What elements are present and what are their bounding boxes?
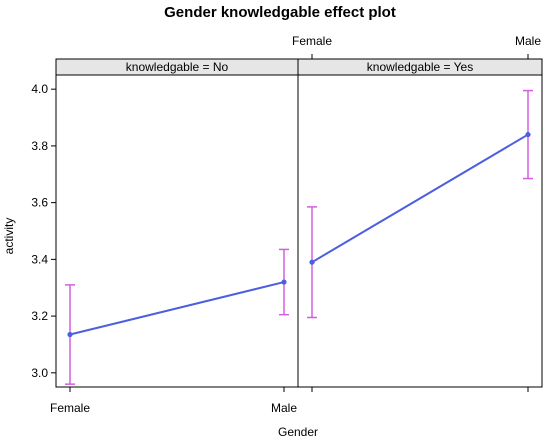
y-tick-label: 3.4 <box>31 252 48 266</box>
y-tick-label: 4.0 <box>31 82 48 96</box>
panel-strip-label: knowledgable = No <box>126 60 229 74</box>
panel-strip-label: knowledgable = Yes <box>367 60 473 74</box>
panel-frame <box>55 74 299 388</box>
y-tick-label: 3.8 <box>31 139 48 153</box>
y-tick-label: 3.2 <box>31 309 48 323</box>
x-tick-label: Male <box>515 34 541 48</box>
panel-frame <box>297 74 543 388</box>
effect-line <box>69 281 285 336</box>
x-tick-label: Male <box>271 401 297 415</box>
y-tick-label: 3.6 <box>31 196 48 210</box>
y-axis-label: activity <box>2 218 16 255</box>
effect-point <box>281 279 287 285</box>
effect-point <box>67 331 73 338</box>
x-tick-label: Female <box>50 401 90 415</box>
x-axis-label: Gender <box>278 425 318 439</box>
effect-point <box>309 259 315 265</box>
x-tick-label: Female <box>292 34 332 48</box>
effect-line <box>311 133 529 264</box>
effect-point <box>525 131 531 138</box>
chart-title: Gender knowledgable effect plot <box>164 4 396 21</box>
y-tick-label: 3.0 <box>31 366 48 380</box>
